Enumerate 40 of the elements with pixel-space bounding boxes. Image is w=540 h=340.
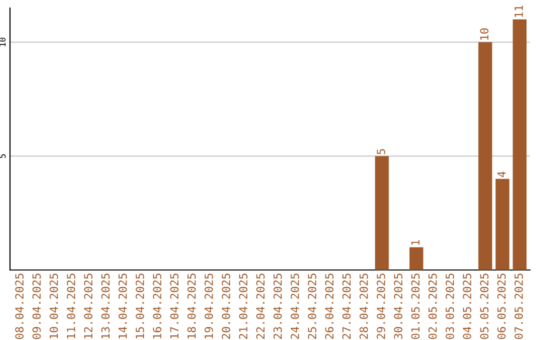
bar: [478, 42, 492, 270]
x-tick-label: 06.05.2025: [497, 274, 506, 339]
data-label: 11: [514, 6, 523, 17]
x-tick-label: 28.04.2025: [360, 274, 368, 339]
bar: [375, 156, 389, 270]
x-tick-label: 11.04.2025: [66, 274, 76, 338]
x-tick-label: 19.04.2025: [204, 274, 213, 338]
x-tick-label: 09.04.2025: [32, 274, 41, 339]
x-tick-label: 29.04.2025: [376, 274, 386, 339]
x-tick-label: 20.04.2025: [222, 274, 230, 339]
x-tick-label: 25.04.2025: [308, 274, 316, 339]
x-tick-label: 16.04.2025: [152, 274, 162, 338]
x-tick-label: 27.04.2025: [342, 274, 351, 339]
x-tick-label: 24.04.2025: [290, 274, 300, 339]
x-tick-label: 30.04.2025: [394, 274, 402, 339]
x-tick-label: 23.04.2025: [273, 274, 282, 339]
data-label: 1: [411, 240, 420, 245]
x-tick-label: 14.04.2025: [118, 274, 127, 338]
x-tick-label: 15.04.2025: [136, 274, 144, 338]
x-tick-label: 05.05.2025: [480, 274, 488, 339]
x-tick-label: 02.05.2025: [428, 274, 437, 339]
bar: [512, 19, 527, 270]
x-tick-label: 10.04.2025: [50, 274, 58, 338]
data-label: 5: [376, 149, 386, 154]
bar: [496, 178, 510, 270]
x-tick-label: 26.04.2025: [325, 274, 334, 339]
x-tick-label: 18.04.2025: [187, 274, 196, 338]
x-tick-label: 01.05.2025: [411, 274, 420, 339]
x-tick-label: 04.05.2025: [462, 274, 472, 339]
bar: [409, 247, 424, 270]
x-tick-label: 07.05.2025: [514, 274, 523, 339]
x-tick-label: 21.04.2025: [239, 274, 248, 339]
data-label: 4: [497, 172, 506, 178]
x-tick-label: 03.05.2025: [446, 274, 454, 339]
x-tick-label: 13.04.2025: [101, 274, 110, 338]
x-tick-label: 22.04.2025: [256, 274, 265, 339]
x-tick-label: 12.04.2025: [84, 274, 92, 338]
x-tick-label: 17.04.2025: [170, 274, 179, 338]
x-tick-label: 08.04.2025: [15, 274, 24, 339]
data-label: 10: [480, 28, 488, 40]
